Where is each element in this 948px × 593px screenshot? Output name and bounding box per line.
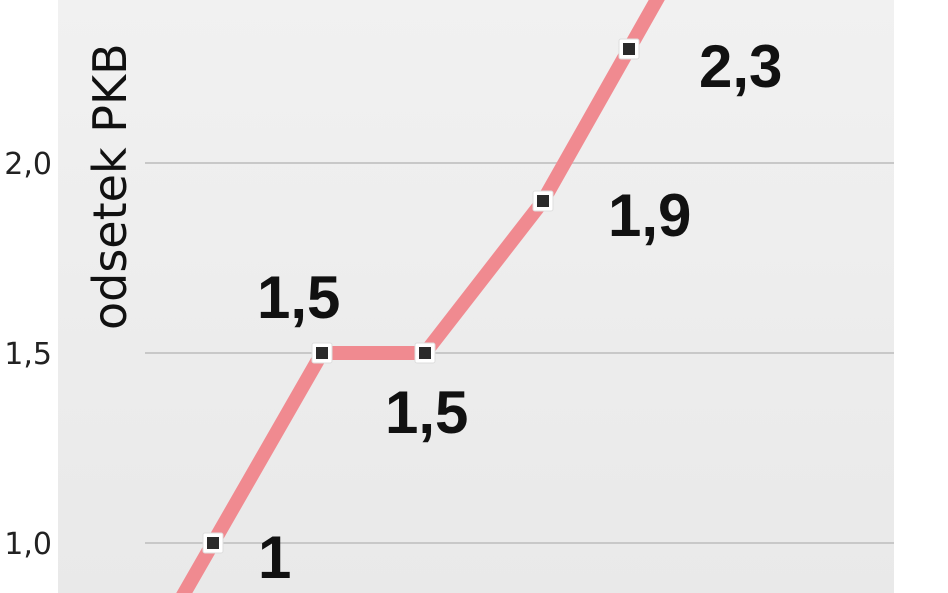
- data-point-marker-core: [316, 347, 328, 359]
- y-tick-label: 1,5: [4, 337, 52, 372]
- data-label: 1,9: [608, 182, 691, 249]
- data-label: 1,5: [385, 379, 468, 446]
- data-point-marker-core: [623, 43, 635, 55]
- data-point-marker-core: [537, 195, 549, 207]
- data-label: 1: [258, 524, 291, 591]
- y-tick-label: 2,0: [4, 147, 52, 182]
- data-point-marker-core: [207, 537, 219, 549]
- data-label: 2,3: [699, 33, 782, 100]
- y-axis-label: odsetek PKB: [83, 43, 137, 330]
- y-tick-label: 1,0: [4, 527, 52, 562]
- data-point-marker-core: [419, 347, 431, 359]
- data-label: 1,5: [257, 264, 340, 331]
